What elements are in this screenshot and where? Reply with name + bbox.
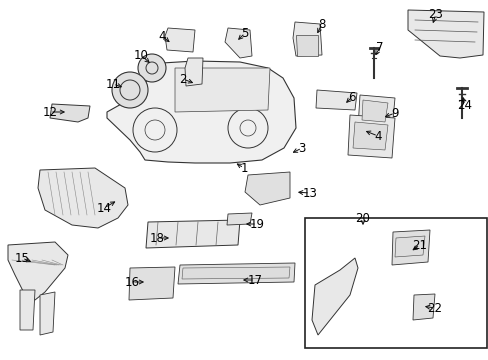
Polygon shape <box>175 68 269 112</box>
Text: 23: 23 <box>427 8 443 21</box>
Polygon shape <box>129 267 175 300</box>
Polygon shape <box>224 28 251 58</box>
Text: 24: 24 <box>457 99 471 112</box>
Polygon shape <box>394 236 424 257</box>
Text: 12: 12 <box>42 105 58 118</box>
Text: 14: 14 <box>96 202 111 215</box>
Polygon shape <box>184 58 203 86</box>
Text: 9: 9 <box>390 107 398 120</box>
Text: 8: 8 <box>318 18 325 31</box>
Polygon shape <box>20 290 35 330</box>
Text: 22: 22 <box>427 302 442 315</box>
Polygon shape <box>311 258 357 335</box>
Polygon shape <box>352 122 387 150</box>
Polygon shape <box>357 95 394 130</box>
Text: 13: 13 <box>302 186 317 199</box>
Polygon shape <box>412 294 434 320</box>
Text: 7: 7 <box>375 41 383 54</box>
Polygon shape <box>164 28 195 52</box>
Text: 10: 10 <box>133 49 148 62</box>
Polygon shape <box>391 230 429 265</box>
Polygon shape <box>226 213 251 225</box>
Circle shape <box>112 72 148 108</box>
Text: 2: 2 <box>179 72 186 86</box>
Text: 21: 21 <box>412 239 427 252</box>
Text: 15: 15 <box>15 252 29 265</box>
Polygon shape <box>50 104 90 122</box>
Text: 3: 3 <box>298 141 305 154</box>
Polygon shape <box>107 61 295 163</box>
Polygon shape <box>178 263 294 284</box>
Polygon shape <box>38 168 128 228</box>
Text: 16: 16 <box>124 275 139 288</box>
Text: 20: 20 <box>355 212 370 225</box>
Polygon shape <box>146 220 240 248</box>
Bar <box>305 218 486 348</box>
Polygon shape <box>361 100 387 122</box>
Text: 17: 17 <box>247 274 262 287</box>
Text: 5: 5 <box>241 27 248 40</box>
Polygon shape <box>347 115 394 158</box>
Text: 1: 1 <box>240 162 247 175</box>
Text: 4: 4 <box>158 30 165 42</box>
Text: 18: 18 <box>149 231 164 244</box>
Polygon shape <box>407 10 483 58</box>
Circle shape <box>138 54 165 82</box>
Polygon shape <box>182 267 289 279</box>
Text: 6: 6 <box>347 90 355 104</box>
Text: 19: 19 <box>249 217 264 230</box>
Polygon shape <box>8 242 68 300</box>
Polygon shape <box>40 292 55 335</box>
Polygon shape <box>315 90 356 110</box>
Polygon shape <box>292 22 321 56</box>
Polygon shape <box>244 172 289 205</box>
Text: 4: 4 <box>373 130 381 143</box>
Polygon shape <box>295 35 317 56</box>
Text: 11: 11 <box>105 77 120 90</box>
